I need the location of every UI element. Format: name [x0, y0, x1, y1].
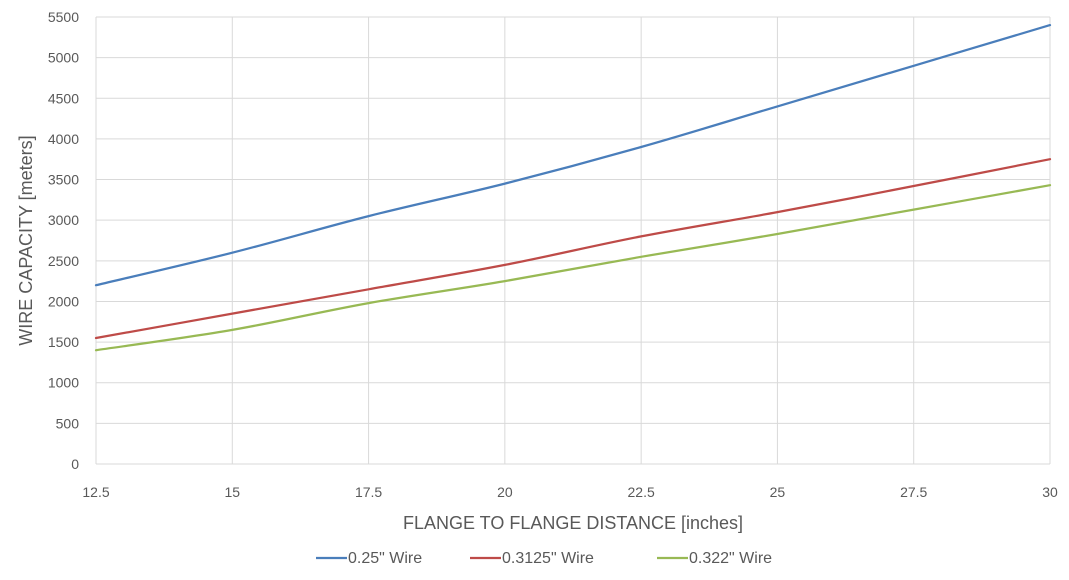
y-tick-label: 500: [56, 415, 80, 431]
y-tick-label: 2500: [48, 253, 79, 269]
grid: [95, 16, 1051, 465]
x-axis-title: FLANGE TO FLANGE DISTANCE [inches]: [403, 513, 743, 533]
legend-label: 0.25" Wire: [348, 550, 422, 567]
y-tick-label: 5000: [48, 50, 79, 66]
y-tick-label: 4000: [48, 131, 79, 147]
legend-label: 0.322" Wire: [689, 550, 772, 567]
x-tick-label: 30: [1042, 484, 1058, 500]
x-tick-label: 20: [497, 484, 513, 500]
series-line-2: [94, 158, 1052, 340]
x-axis-ticks: 12.5 15 17.5 20 22.5 25 27.5 30: [82, 484, 1058, 500]
legend-label: 0.3125" Wire: [502, 550, 594, 567]
y-axis-title: WIRE CAPACITY [meters]: [16, 135, 36, 345]
y-tick-label: 1000: [48, 375, 79, 391]
legend: 0.25" Wire 0.3125" Wire 0.322" Wire: [316, 550, 772, 567]
series-lines: [94, 23, 1052, 352]
x-tick-label: 25: [770, 484, 786, 500]
y-tick-label: 0: [71, 456, 79, 472]
x-tick-label: 17.5: [355, 484, 382, 500]
x-tick-label: 15: [224, 484, 240, 500]
y-axis-ticks: 0 500 1000 1500 2000 2500 3000 3500 4000 4500 5000…: [48, 9, 79, 472]
y-tick-label: 3000: [48, 212, 79, 228]
y-tick-label: 2000: [48, 293, 79, 309]
y-tick-label: 4500: [48, 90, 79, 106]
y-tick-label: 5500: [48, 9, 79, 25]
x-tick-label: 27.5: [900, 484, 927, 500]
y-tick-label: 3500: [48, 172, 79, 188]
y-tick-label: 1500: [48, 334, 79, 350]
x-tick-label: 22.5: [628, 484, 655, 500]
x-tick-label: 12.5: [82, 484, 109, 500]
series-line-3: [94, 184, 1052, 352]
series-line-1: [94, 23, 1052, 287]
